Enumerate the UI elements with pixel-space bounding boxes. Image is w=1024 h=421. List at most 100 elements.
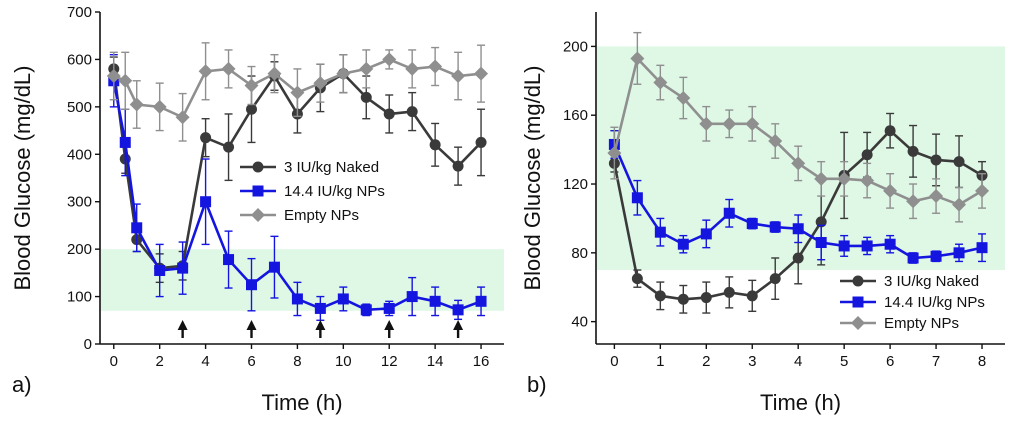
data-point [976, 242, 988, 254]
data-point [930, 154, 942, 166]
data-point [792, 252, 804, 264]
x-tick-label: 7 [932, 353, 940, 370]
y-axis-label: Blood Glucose (mg/dL) [520, 66, 545, 291]
legend-label: 3 IU/kg Naked [284, 159, 379, 176]
x-tick-label: 6 [886, 353, 894, 370]
data-point [861, 240, 873, 252]
data-point [907, 252, 919, 264]
data-point [452, 160, 464, 172]
data-point [677, 293, 689, 305]
data-point [654, 226, 666, 238]
x-tick-label: 14 [427, 353, 444, 370]
legend-marker [851, 316, 865, 330]
data-point [246, 103, 257, 115]
data-point [223, 254, 235, 266]
data-point [723, 286, 735, 298]
data-point [654, 290, 666, 302]
data-point [291, 293, 303, 305]
x-tick-label: 12 [381, 353, 398, 370]
data-point [429, 139, 441, 151]
data-point [267, 66, 282, 81]
panel-label: b) [527, 372, 547, 397]
x-tick-label: 0 [110, 353, 118, 370]
data-point [106, 69, 121, 84]
y-tick-label: 600 [67, 51, 92, 68]
x-tick-label: 6 [247, 353, 255, 370]
data-point [906, 194, 921, 209]
data-point [768, 134, 783, 149]
legend-marker [252, 161, 264, 173]
legend-marker [852, 275, 864, 287]
data-point [382, 52, 397, 67]
data-point [246, 279, 257, 291]
data-point [631, 273, 643, 285]
data-point [383, 302, 395, 314]
legend-marker [251, 208, 265, 222]
data-point [746, 218, 758, 230]
series-a-1 [108, 53, 487, 321]
legend-entry: 14.4 IU/kg NPs [840, 294, 985, 311]
data-point [791, 156, 806, 171]
y-tick-label: 0 [84, 336, 92, 353]
data-point [722, 116, 737, 131]
data-point [745, 116, 760, 131]
data-point [175, 110, 190, 125]
y-tick-label: 200 [67, 241, 92, 258]
data-point [475, 136, 487, 148]
data-point [631, 192, 643, 204]
data-point [268, 261, 280, 273]
data-point [769, 221, 781, 233]
x-axis-label: Time (h) [760, 390, 841, 415]
legend-label: Empty NPs [284, 207, 359, 224]
x-axis-label: Time (h) [261, 390, 342, 415]
panel-label: a) [12, 372, 32, 397]
series-b-1 [608, 129, 988, 264]
data-point [428, 59, 443, 74]
data-point [177, 262, 189, 274]
x-tick-label: 1 [656, 353, 664, 370]
data-point [861, 149, 873, 161]
x-tick-label: 8 [978, 353, 986, 370]
y-tick-label: 40 [571, 314, 588, 331]
data-point [676, 91, 691, 106]
legend-label: 3 IU/kg Naked [884, 273, 979, 290]
data-point [405, 61, 420, 76]
data-point [883, 183, 898, 198]
data-point [953, 156, 965, 168]
x-tick-label: 8 [293, 353, 301, 370]
data-point [677, 238, 689, 250]
legend-label: Empty NPs [884, 315, 959, 332]
chart-a: 0 100 200 300 400 500 600 700 0 2 4 6 8 10 12 14 16 Time … [10, 4, 504, 415]
data-point [930, 250, 942, 262]
data-point [119, 136, 131, 148]
data-point [653, 75, 668, 90]
y-tick-label: 100 [67, 289, 92, 306]
y-tick-label: 700 [67, 4, 92, 21]
data-point [223, 141, 235, 153]
data-point [290, 85, 305, 100]
x-tick-label: 2 [702, 353, 710, 370]
data-point [314, 302, 326, 314]
legend-entry: 14.4 IU/kg NPs [240, 183, 385, 200]
data-point [815, 237, 827, 249]
data-point [118, 73, 133, 88]
data-point [451, 69, 466, 84]
data-point [952, 197, 967, 212]
data-point [406, 291, 418, 303]
data-point [630, 51, 645, 66]
dose-arrow-icon [384, 320, 395, 338]
series-b-0 [608, 112, 988, 314]
data-point [313, 76, 328, 91]
data-point [792, 223, 804, 235]
data-point [860, 173, 875, 188]
x-tick-label: 3 [748, 353, 756, 370]
y-tick-label: 200 [563, 38, 588, 55]
data-point [337, 293, 349, 305]
dose-arrow-icon [246, 320, 257, 338]
legend-label: 14.4 IU/kg NPs [884, 294, 985, 311]
data-point [244, 78, 259, 93]
y-tick-label: 400 [67, 146, 92, 163]
data-point [607, 146, 622, 161]
legend-entry: Empty NPs [840, 315, 959, 332]
